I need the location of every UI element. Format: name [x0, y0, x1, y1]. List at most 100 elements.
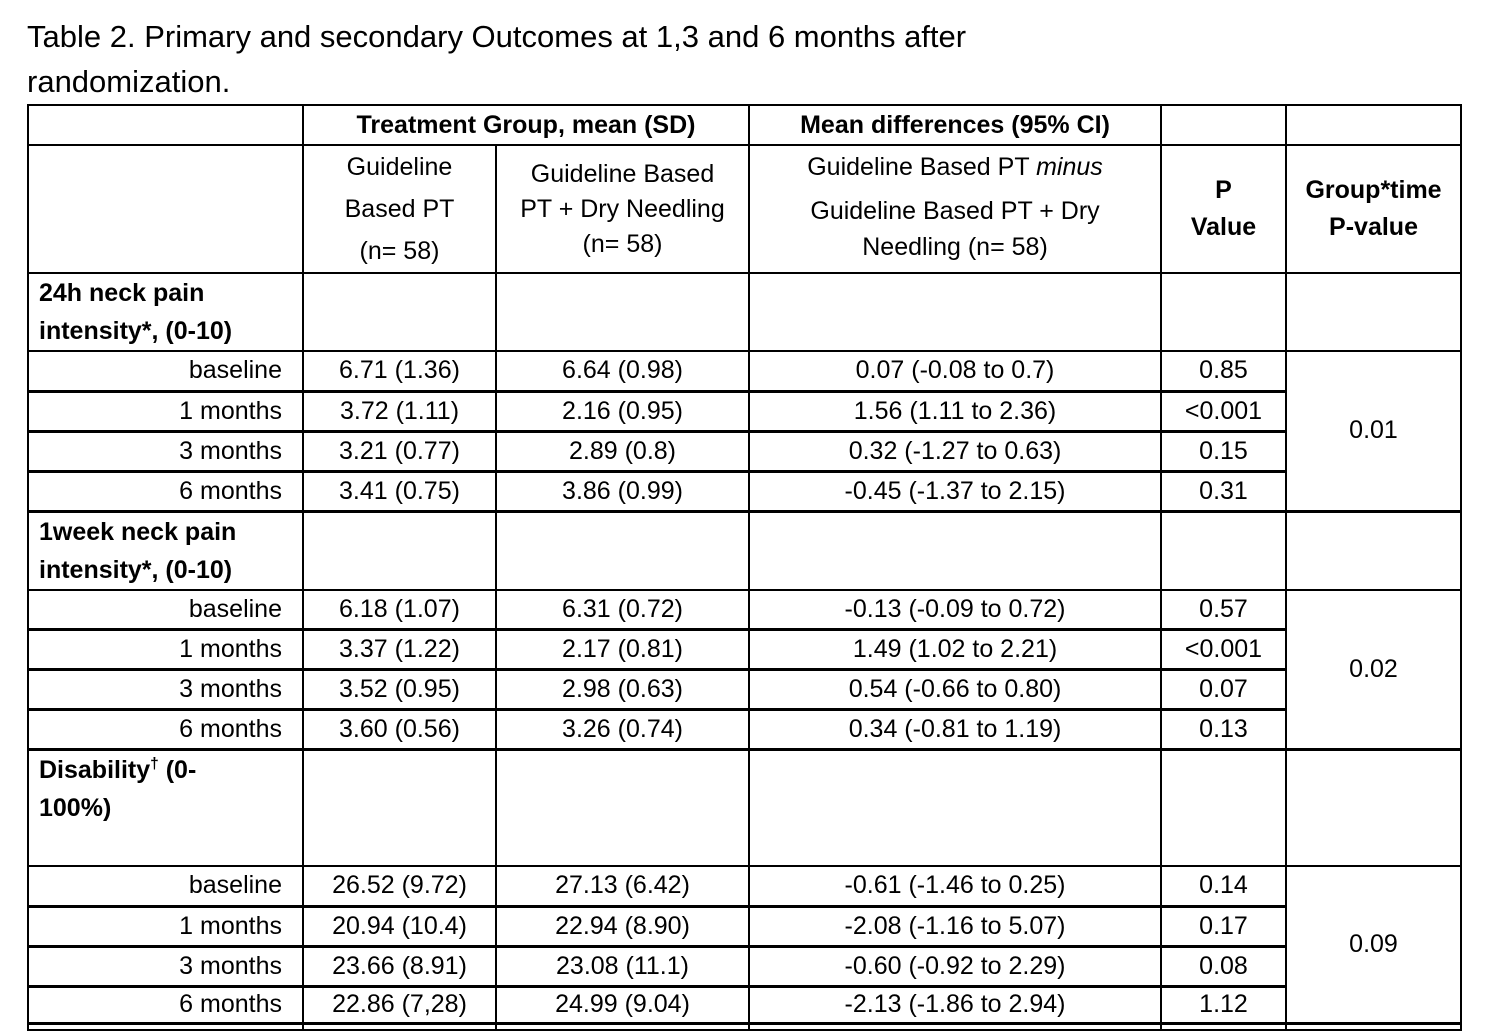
cell-pt-mean: 3.52 (0.95) [302, 668, 497, 711]
cell-pt-mean: 3.41 (0.75) [302, 470, 497, 513]
section-header-row: 24h neck pain intensity*, (0-10) [27, 272, 1463, 352]
empty-cell [748, 748, 1163, 867]
empty-cell [27, 1022, 304, 1031]
cell-p-value: 0.07 [1160, 668, 1288, 711]
table-row: 6 months 3.41 (0.75) 3.86 (0.99) -0.45 (… [27, 470, 1461, 513]
cell-ptdn-mean: 23.08 (11.1) [494, 945, 751, 988]
cell-group-time-p: 0.09 [1285, 865, 1463, 1025]
section-header-row: 1week neck pain intensity*, (0-10) [27, 510, 1463, 591]
cell-timepoint: 6 months [27, 708, 304, 751]
cell-p-value: 0.08 [1160, 945, 1288, 988]
empty-cell [302, 510, 497, 591]
cell-p-value: 1.12 [1160, 985, 1288, 1025]
outcomes-table: Treatment Group, mean (SD) Mean differen… [27, 104, 1463, 1031]
cell-pt-mean: 22.86 (7,28) [302, 985, 497, 1025]
cell-mean-diff: -2.08 (-1.16 to 5.07) [748, 905, 1163, 948]
cell-timepoint: baseline [27, 588, 304, 631]
cell-timepoint: 1 months [27, 628, 304, 671]
header-mean-differences: Mean differences (95% CI) [748, 104, 1163, 146]
empty-cell [1160, 510, 1288, 591]
cell-mean-diff: -0.45 (-1.37 to 2.15) [748, 470, 1163, 513]
cell-pt-mean: 23.66 (8.91) [302, 945, 497, 988]
header-treatment-group: Treatment Group, mean (SD) [301, 104, 751, 146]
cell-p-value: 0.31 [1160, 470, 1288, 513]
cell-ptdn-mean: 27.13 (6.42) [494, 865, 751, 908]
cell-timepoint: 6 months [27, 470, 304, 513]
diff-header-prefix: Guideline Based PT [807, 153, 1037, 181]
cell-group-time-p: 0.01 [1285, 350, 1463, 513]
header-col-group-time: Group*time P-value [1285, 144, 1463, 274]
cell-timepoint: 1 months [27, 905, 304, 948]
diff-header-minus: minus [1036, 153, 1103, 181]
empty-cell [748, 1022, 1163, 1031]
cell-p-value: 0.85 [1160, 350, 1288, 393]
table-row: 3 months 3.52 (0.95) 2.98 (0.63) 0.54 (-… [27, 668, 1461, 711]
cell-timepoint: 6 months [27, 985, 304, 1025]
cell-ptdn-mean: 24.99 (9.04) [494, 985, 751, 1025]
cell-mean-diff: -0.61 (-1.46 to 0.25) [748, 865, 1163, 908]
header-row-groups: Treatment Group, mean (SD) Mean differen… [27, 104, 1463, 146]
table-row: 1 months 20.94 (10.4) 22.94 (8.90) -2.08… [27, 905, 1461, 948]
cell-pt-mean: 3.21 (0.77) [302, 430, 497, 473]
header-col-guideline-pt-dry-needling: Guideline Based PT + Dry Needling (n= 58… [494, 144, 751, 274]
empty-cell [748, 510, 1163, 591]
cell-pt-mean: 20.94 (10.4) [302, 905, 497, 948]
empty-cell [1285, 104, 1463, 146]
cell-mean-diff: -0.13 (-0.09 to 0.72) [748, 588, 1163, 631]
empty-cell [302, 272, 497, 352]
cell-pt-mean: 3.37 (1.22) [302, 628, 497, 671]
section-title-cell: 24h neck pain intensity*, (0-10) [27, 272, 304, 352]
cell-pt-mean: 3.60 (0.56) [302, 708, 497, 751]
cell-ptdn-mean: 2.17 (0.81) [494, 628, 751, 671]
section-title-cell: 1week neck pain intensity*, (0-10) [27, 510, 304, 591]
cell-mean-diff: 0.54 (-0.66 to 0.80) [748, 668, 1163, 711]
empty-cell [1285, 1022, 1463, 1031]
empty-cell [494, 1022, 751, 1031]
table-caption: Table 2. Primary and secondary Outcomes … [27, 19, 967, 99]
cell-pt-mean: 6.71 (1.36) [302, 350, 497, 393]
table-row: 1 months 3.37 (1.22) 2.17 (0.81) 1.49 (1… [27, 628, 1461, 671]
cell-timepoint: 3 months [27, 430, 304, 473]
section-title: 1week neck pain intensity*, (0-10) [39, 517, 237, 584]
cell-p-value: 0.14 [1160, 865, 1288, 908]
cell-ptdn-mean: 3.86 (0.99) [494, 470, 751, 513]
empty-cell [1285, 748, 1463, 867]
empty-cell [1160, 272, 1288, 352]
section-title: Disability† (0- 100%) [30, 751, 301, 864]
table-row: 3 months 3.21 (0.77) 2.89 (0.8) 0.32 (-1… [27, 430, 1461, 473]
cell-ptdn-mean: 2.89 (0.8) [494, 430, 751, 473]
cell-timepoint: 3 months [27, 945, 304, 988]
empty-cell [494, 510, 751, 591]
section-title: 24h neck pain intensity*, (0-10) [39, 279, 233, 345]
empty-cell [302, 748, 497, 867]
cell-ptdn-mean: 6.31 (0.72) [494, 588, 751, 631]
cell-ptdn-mean: 2.98 (0.63) [494, 668, 751, 711]
cell-mean-diff: -0.60 (-0.92 to 2.29) [748, 945, 1163, 988]
cell-p-value: 0.57 [1160, 588, 1288, 631]
table-row: baseline 6.71 (1.36) 6.64 (0.98) 0.07 (-… [27, 350, 1463, 513]
section-title-range-close: 100%) [39, 794, 112, 822]
cell-group-time-p: 0.02 [1285, 588, 1463, 751]
section-title-range-open: (0- [158, 756, 197, 784]
empty-cell [1160, 104, 1288, 146]
diff-header-rest: Guideline Based PT + Dry Needling (n= 58… [810, 197, 1100, 261]
empty-cell [1160, 1022, 1288, 1031]
empty-cell [27, 104, 304, 146]
header-col-guideline-pt: Guideline Based PT (n= 58) [302, 144, 497, 274]
section-header-row: Disability† (0- 100%) [27, 748, 1463, 867]
cell-mean-diff: 0.34 (-0.81 to 1.19) [748, 708, 1163, 751]
cell-timepoint: 1 months [27, 390, 304, 433]
cell-pt-mean: 3.72 (1.11) [302, 390, 497, 433]
empty-cell [1285, 272, 1463, 352]
cell-pt-mean: 6.18 (1.07) [302, 588, 497, 631]
cell-p-value: 0.13 [1160, 708, 1288, 751]
header-col-p-value: P Value [1160, 144, 1288, 274]
cell-timepoint: baseline [27, 865, 304, 908]
table-row: 6 months 3.60 (0.56) 3.26 (0.74) 0.34 (-… [27, 708, 1461, 751]
cell-p-value: <0.001 [1160, 390, 1288, 433]
empty-cell [1285, 510, 1463, 591]
table-row: 3 months 23.66 (8.91) 23.08 (11.1) -0.60… [27, 945, 1461, 988]
cell-p-value: 0.17 [1160, 905, 1288, 948]
table-row: baseline 6.18 (1.07) 6.31 (0.72) -0.13 (… [27, 588, 1463, 751]
cell-pt-mean: 26.52 (9.72) [302, 865, 497, 908]
